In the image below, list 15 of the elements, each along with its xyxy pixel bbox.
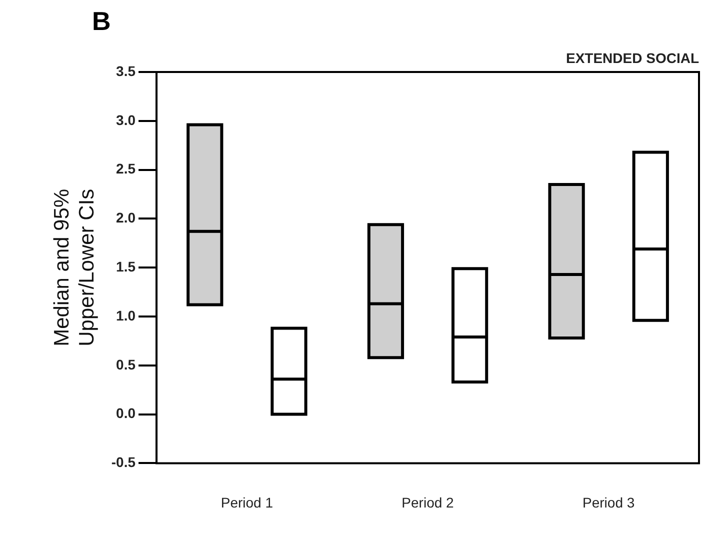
x-tick-label: Period 2 — [402, 494, 454, 510]
y-tick-label: 3.5 — [116, 62, 136, 79]
y-tick-label: 3.0 — [116, 112, 136, 128]
y-tick-label: -0.5 — [111, 454, 136, 470]
chart-title: B — [92, 6, 111, 37]
x-tick-label: Period 1 — [220, 494, 274, 510]
y-axis-title: Median and 95% Upper/Lower CIs — [50, 188, 99, 346]
text: EXTENDED SOCIAL — [566, 50, 700, 66]
y-tick-label: 2.0 — [116, 210, 136, 226]
y-tick-label: 0.0 — [116, 405, 136, 422]
y-tick-label: 1.5 — [116, 258, 136, 274]
y-tick-label: 0.5 — [116, 356, 136, 372]
x-tick-label: Period 3 — [582, 494, 635, 510]
y-tick-label: 1.0 — [116, 307, 136, 324]
y-tick-label: 2.5 — [116, 160, 136, 177]
